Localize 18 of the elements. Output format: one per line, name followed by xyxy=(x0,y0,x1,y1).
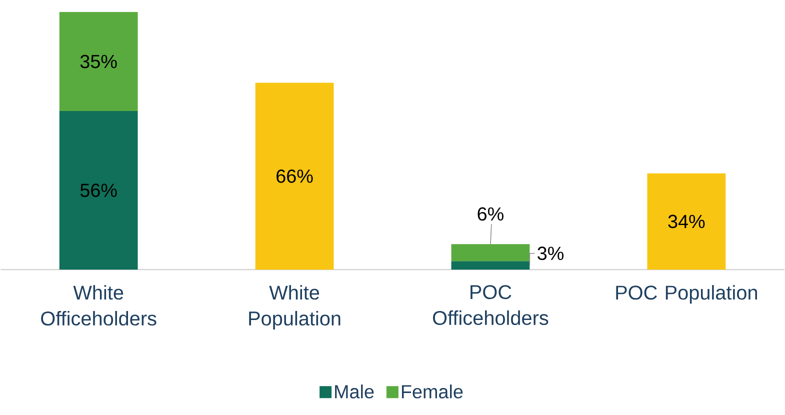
bar xyxy=(59,12,138,111)
x-tick-label: POC Officeholders xyxy=(432,284,548,325)
data-label: 34% xyxy=(668,214,705,228)
bar xyxy=(451,260,530,270)
legend-label: Male xyxy=(335,384,374,398)
data-label: 3% xyxy=(538,246,564,260)
bar xyxy=(647,173,726,270)
x-tick-label: POC Population xyxy=(616,284,757,304)
data-label: 35% xyxy=(80,54,117,68)
bar xyxy=(255,82,334,270)
x-tick-label: White Officeholders xyxy=(41,284,156,326)
data-label: 6% xyxy=(478,207,504,220)
x-tick-label: White Population xyxy=(249,284,340,330)
data-label: 66% xyxy=(276,169,313,183)
legend-label: Female xyxy=(402,384,463,398)
bar xyxy=(59,110,138,270)
data-label: 56% xyxy=(80,183,117,197)
bar xyxy=(451,244,530,261)
